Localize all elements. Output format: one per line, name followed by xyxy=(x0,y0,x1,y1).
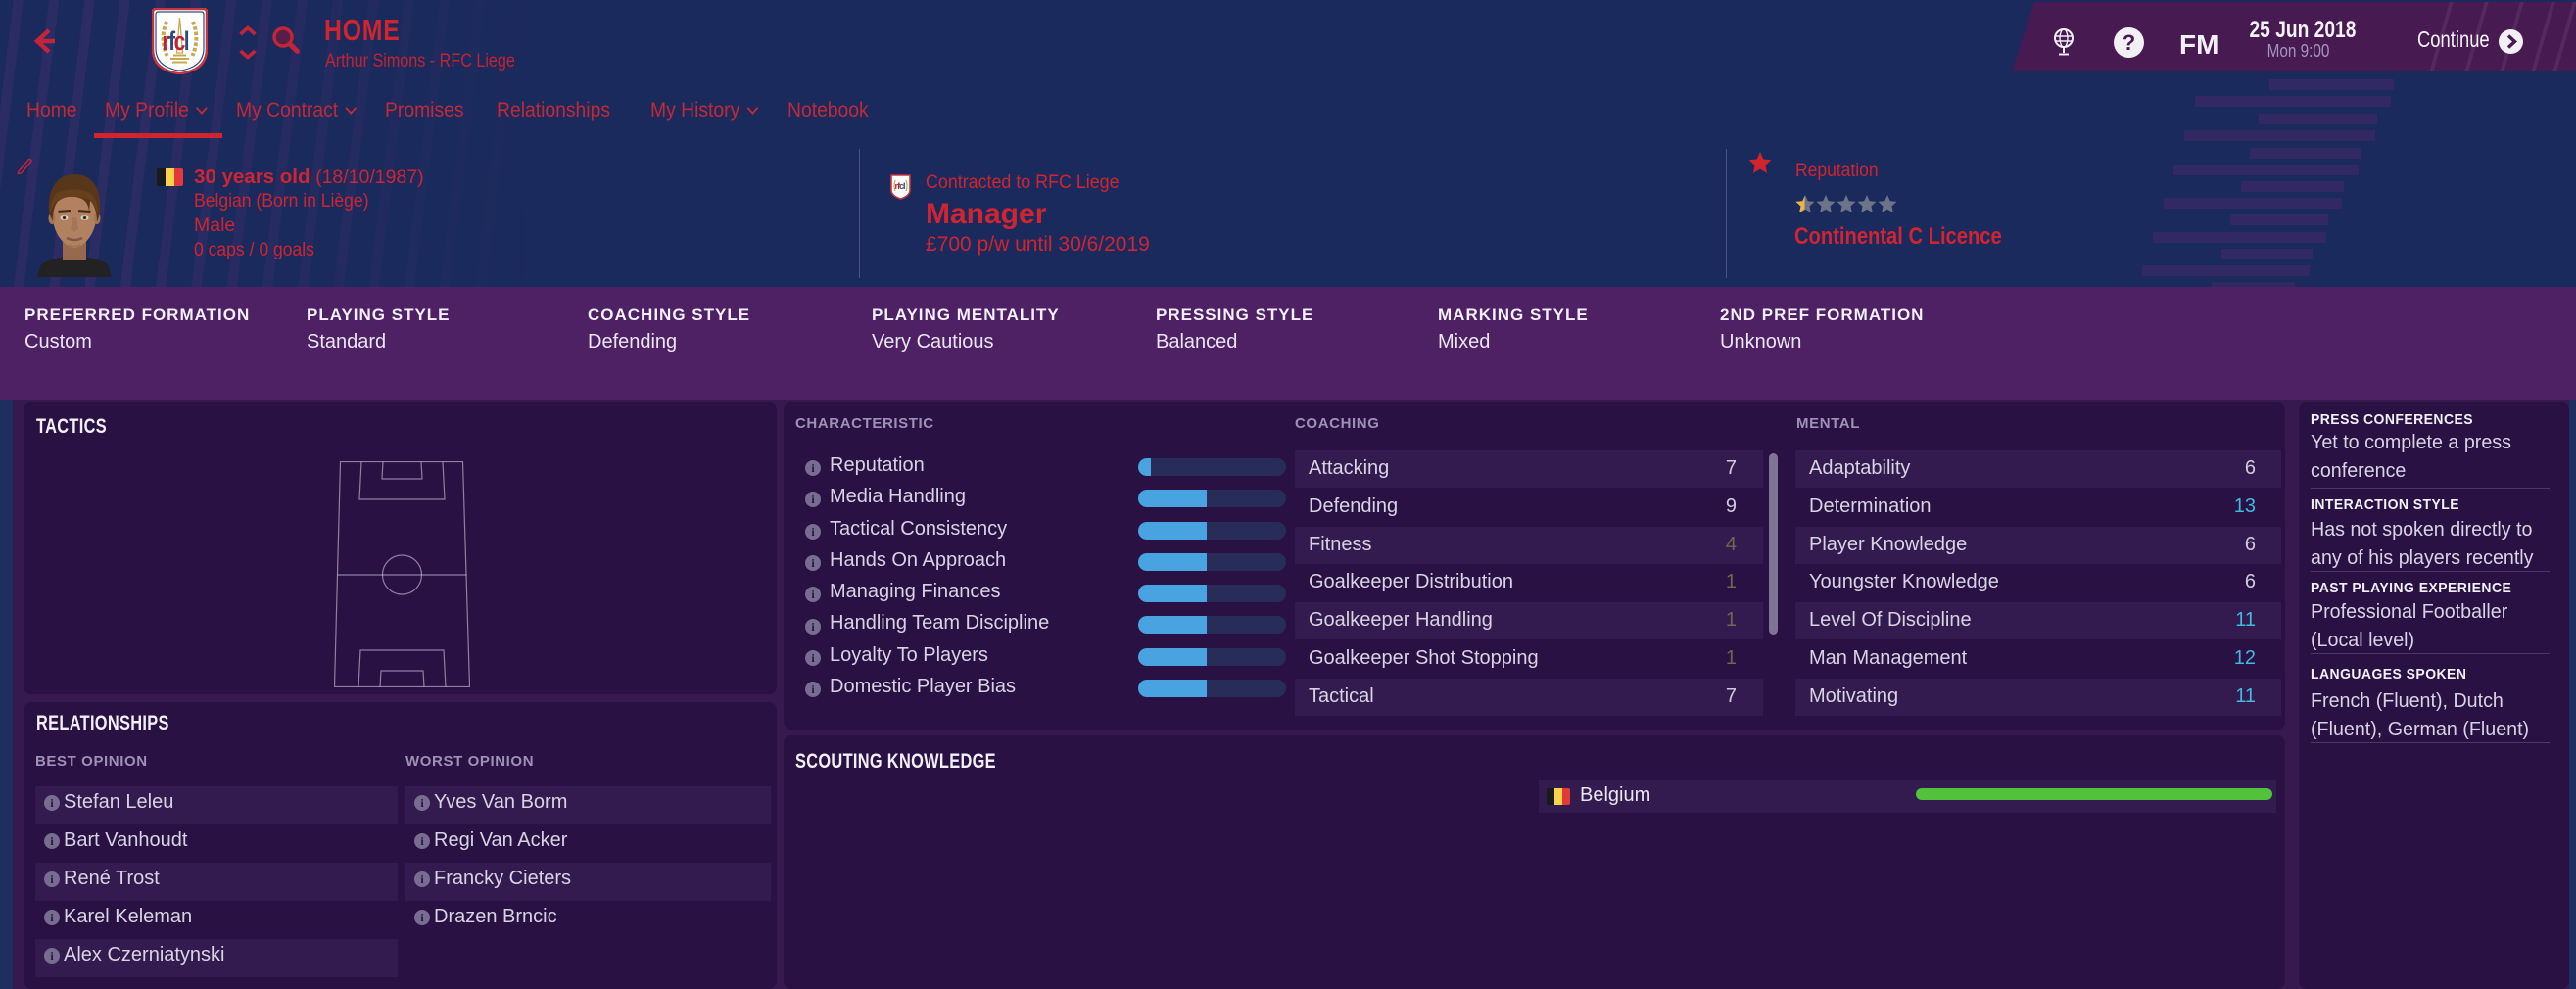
svg-text:rfcl: rfcl xyxy=(163,27,189,57)
svg-text:rfcl: rfcl xyxy=(895,181,906,191)
